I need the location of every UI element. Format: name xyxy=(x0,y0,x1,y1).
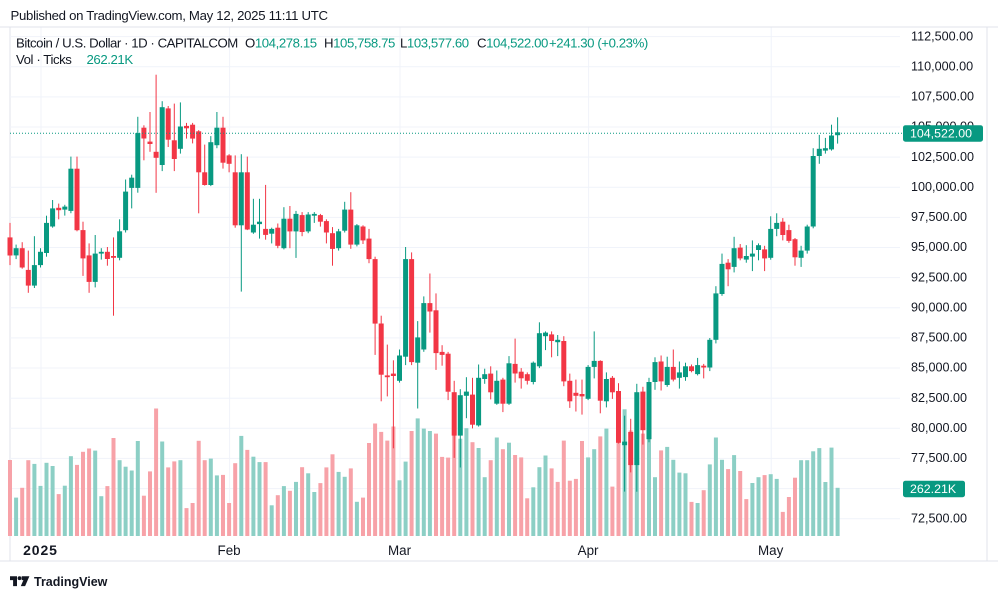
svg-text:Published on TradingView.com,: Published on TradingView.com, May 12, 20… xyxy=(11,8,329,23)
svg-text:80,000.00: 80,000.00 xyxy=(911,421,967,435)
svg-text:Bitcoin / U.S. Dollar · 1D · C: Bitcoin / U.S. Dollar · 1D · CAPITALCOM xyxy=(16,35,238,50)
svg-text:100,000.00: 100,000.00 xyxy=(911,180,974,194)
svg-text:112,500.00: 112,500.00 xyxy=(911,29,973,43)
svg-text:72,500.00: 72,500.00 xyxy=(911,511,967,525)
svg-text:Feb: Feb xyxy=(218,543,241,558)
svg-text:L103,577.60: L103,577.60 xyxy=(400,35,469,50)
svg-text:97,500.00: 97,500.00 xyxy=(911,210,967,224)
svg-text:TradingView: TradingView xyxy=(34,575,108,589)
svg-text:95,000.00: 95,000.00 xyxy=(911,240,967,254)
svg-text:107,500.00: 107,500.00 xyxy=(911,90,974,104)
svg-text:262.21K: 262.21K xyxy=(910,482,957,496)
svg-text:85,000.00: 85,000.00 xyxy=(911,361,967,375)
svg-text:O104,278.15: O104,278.15 xyxy=(245,35,317,50)
svg-text:May: May xyxy=(758,543,784,558)
svg-text:104,522.00: 104,522.00 xyxy=(910,127,972,141)
svg-text:102,500.00: 102,500.00 xyxy=(911,150,974,164)
svg-text:H105,758.75: H105,758.75 xyxy=(324,35,395,50)
svg-text:87,500.00: 87,500.00 xyxy=(911,331,967,345)
svg-text:2025: 2025 xyxy=(23,542,58,558)
svg-text:110,000.00: 110,000.00 xyxy=(911,59,973,73)
svg-text:Apr: Apr xyxy=(578,543,599,558)
svg-text:C104,522.00: C104,522.00 xyxy=(477,35,548,50)
svg-text:Vol · Ticks: Vol · Ticks xyxy=(16,52,72,67)
svg-text:77,500.00: 77,500.00 xyxy=(911,451,967,465)
svg-text:92,500.00: 92,500.00 xyxy=(911,270,967,284)
svg-text:262.21K: 262.21K xyxy=(87,52,134,67)
svg-text:+241.30 (+0.23%): +241.30 (+0.23%) xyxy=(549,35,648,50)
svg-text:90,000.00: 90,000.00 xyxy=(911,301,967,315)
svg-text:Mar: Mar xyxy=(388,543,412,558)
svg-text:82,500.00: 82,500.00 xyxy=(911,391,967,405)
